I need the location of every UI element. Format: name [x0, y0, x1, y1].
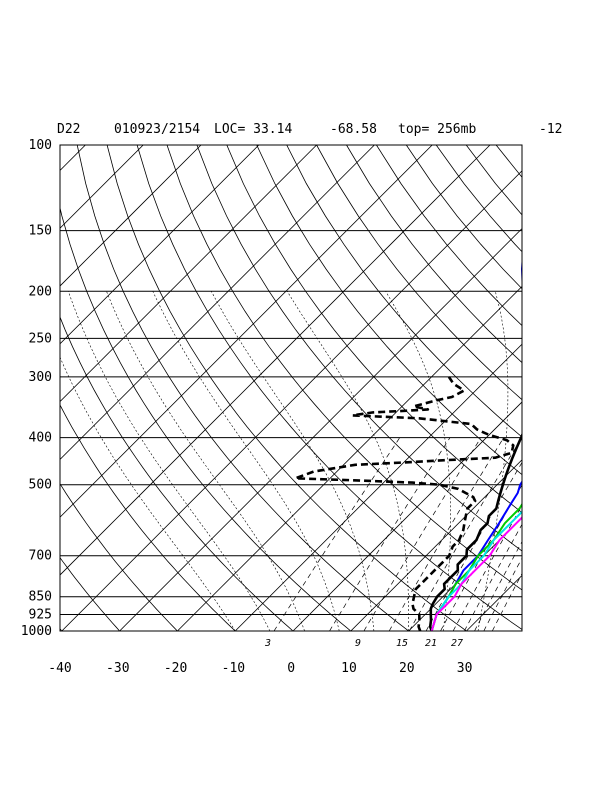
isotherm-line	[60, 145, 202, 287]
header-station: D22	[57, 122, 80, 137]
header-extra: -12	[539, 122, 562, 137]
moist-adiabat-line	[286, 291, 409, 631]
isotherm-line	[60, 145, 260, 345]
moist-adiabat-line	[60, 356, 236, 631]
dry-adiabat-line	[60, 316, 294, 631]
isobar-lines	[60, 144, 522, 632]
isotherm-line	[60, 145, 317, 403]
mixing-ratio-label: 15	[396, 638, 408, 649]
isotherm-line	[292, 401, 522, 631]
temperature-tick-label: 10	[341, 661, 357, 676]
mixing-ratio-line	[273, 437, 401, 631]
dry-adiabat-line	[60, 482, 178, 631]
series-line	[428, 432, 522, 631]
isotherm-line	[60, 145, 491, 576]
isotherm-line	[0, 145, 28, 631]
temperature-tick-label: -40	[48, 661, 71, 676]
mixing-ratio-label: 9	[355, 638, 361, 649]
dry-adiabat-line	[376, 145, 522, 327]
mixing-ratio-line	[474, 540, 522, 631]
pressure-label: 500	[29, 478, 52, 493]
pressure-label: 300	[29, 370, 52, 385]
temperature-tick-label: -30	[106, 661, 129, 676]
mixing-ratio-line	[452, 504, 522, 631]
dry-adiabat-line	[226, 145, 522, 514]
isotherm-line	[61, 170, 522, 631]
dry-adiabat-line	[256, 145, 522, 476]
pressure-label: 850	[29, 590, 52, 605]
isotherm-line	[582, 145, 612, 631]
dry-adiabat-line	[526, 145, 612, 631]
pressure-label: 1000	[21, 624, 52, 639]
series-line	[430, 510, 522, 631]
header-top: top= 256mb	[398, 122, 476, 137]
dry-adiabat-line	[556, 145, 612, 631]
pressure-label: 925	[29, 608, 52, 623]
moist-adiabat-line	[477, 291, 509, 631]
moist-adiabat-line	[68, 291, 271, 631]
mixing-ratio-label: 21	[425, 638, 437, 649]
series-line	[294, 376, 515, 631]
dry-adiabat-line	[586, 145, 612, 631]
dry-adiabat-line	[136, 145, 522, 630]
isotherm-line	[177, 285, 522, 631]
temperature-tick-label: 30	[457, 661, 473, 676]
isotherm-line	[524, 145, 612, 631]
pressure-label: 700	[29, 549, 52, 564]
temperature-tick-label: -10	[222, 661, 245, 676]
mixing-ratio-label: 27	[451, 638, 463, 649]
header-datetime: 010923/2154	[114, 122, 200, 137]
series-line	[430, 254, 522, 631]
mixing-ratio-line	[363, 437, 482, 631]
isotherm-line	[408, 517, 522, 631]
isotherm-line	[60, 145, 375, 460]
temperature-tick-label: 20	[399, 661, 415, 676]
pressure-label: 200	[29, 284, 52, 299]
pressure-label: 250	[29, 331, 52, 346]
moist-adiabat-line	[152, 291, 340, 631]
pressure-label: 400	[29, 431, 52, 446]
mixing-ratio-label: 3	[264, 638, 271, 649]
background-lines	[0, 145, 612, 631]
moist-adiabat-line	[106, 291, 305, 631]
series-line	[430, 502, 522, 631]
pressure-label: 150	[29, 224, 52, 239]
temperature-tick-labels: -40 -30 -20 -10 0 10 20 30	[48, 661, 472, 676]
isotherm-line	[350, 459, 522, 631]
header-loc: LOC= 33.14	[214, 122, 292, 137]
isotherm-line	[234, 343, 522, 631]
isotherm-line	[119, 228, 522, 631]
header-lon: -68.58	[330, 122, 377, 137]
dry-adiabat-line	[106, 145, 467, 631]
temperature-tick-label: 0	[287, 661, 295, 676]
moist-adiabat-line	[385, 291, 451, 631]
pressure-label: 100	[29, 138, 52, 153]
mixing-ratio-line	[425, 461, 522, 631]
isotherm-line	[60, 145, 144, 229]
series-line	[430, 516, 522, 631]
mixing-ratio-labels: 3 9 15 21 27	[264, 638, 463, 649]
plot-border	[59, 144, 523, 632]
sounding-series	[294, 254, 522, 631]
temperature-tick-label: -20	[164, 661, 187, 676]
isotherm-line	[60, 145, 433, 518]
